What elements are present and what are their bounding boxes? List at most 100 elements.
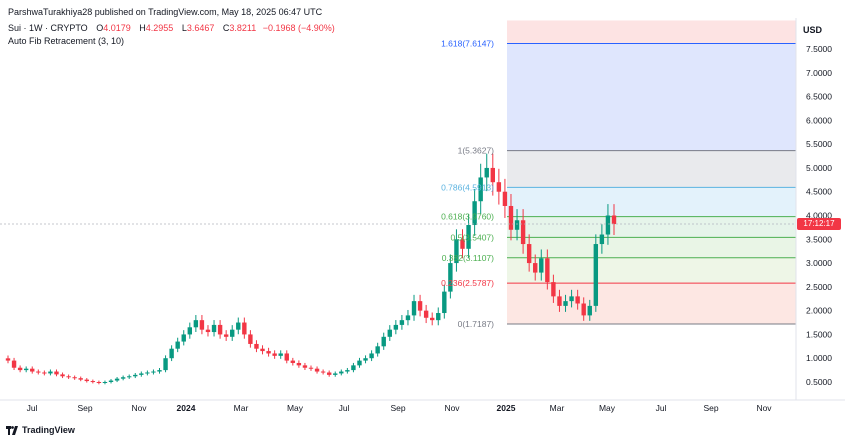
- candle-body: [36, 371, 41, 373]
- tradingview-logo-text: TradingView: [22, 425, 75, 435]
- candle-body: [442, 291, 447, 314]
- candle-body: [314, 368, 320, 372]
- time-tick-label: Mar: [234, 403, 249, 413]
- symbol-title: Sui · 1W · CRYPTO: [8, 23, 88, 33]
- fib-zones: [507, 20, 796, 325]
- candle-body: [254, 343, 259, 349]
- candle-body: [96, 382, 102, 383]
- candle-body: [48, 371, 53, 374]
- fib-level-label: 0(1.7187): [458, 319, 495, 329]
- candle-body: [393, 324, 399, 330]
- fib-zone: [507, 150, 796, 188]
- high-value: 4.2955: [145, 23, 174, 33]
- candle-body: [211, 324, 217, 333]
- candle-body: [387, 329, 392, 337]
- candle-body: [296, 362, 302, 366]
- low-label: L: [181, 23, 187, 33]
- candle-body: [417, 301, 423, 311]
- candle-body: [157, 370, 162, 372]
- candle-body: [611, 215, 617, 225]
- candle-body: [127, 376, 132, 378]
- candle-body: [599, 234, 605, 245]
- candle-body: [290, 360, 296, 363]
- candle-body: [575, 296, 580, 304]
- candle-body: [102, 382, 108, 383]
- candle-body: [345, 370, 350, 372]
- candle-body: [11, 360, 17, 368]
- time-tick-label: Nov: [131, 403, 147, 413]
- candle-body: [120, 377, 126, 379]
- candle-body: [84, 379, 89, 382]
- close-label: C: [222, 23, 230, 33]
- time-tick-label: Sep: [703, 403, 718, 413]
- price-tick-label: 2.0000: [806, 306, 832, 316]
- time-tick-label: Nov: [756, 403, 772, 413]
- time-tick-label: Jul: [656, 403, 667, 413]
- candle-body: [551, 282, 556, 297]
- time-tick-label: May: [287, 403, 304, 413]
- candle-body: [217, 324, 223, 335]
- candle-body: [175, 341, 180, 349]
- price-axis: 7.5000 7.0000 6.5000 6.0000 5.5000 5.0000 4.50…: [806, 44, 832, 387]
- candle-body: [545, 258, 550, 283]
- fib-zone: [507, 257, 796, 284]
- time-tick-label: Sep: [77, 403, 92, 413]
- candle-body: [436, 313, 441, 321]
- candle-body: [187, 327, 192, 335]
- time-axis: Jul Sep Nov 2024 Mar May Jul Sep Nov 2025 Mar May Ju…: [27, 403, 773, 413]
- price-tick-label: 6.0000: [806, 115, 832, 125]
- currency-label[interactable]: USD: [803, 25, 823, 35]
- price-tick-label: 3.0000: [806, 258, 832, 268]
- fib-zone: [507, 283, 796, 325]
- candle-body: [108, 380, 114, 382]
- candle-body: [242, 322, 247, 335]
- candle-body: [375, 346, 380, 354]
- candle-body: [151, 371, 156, 373]
- fib-level-label: 0.236(2.5787): [441, 278, 494, 288]
- candle-body: [569, 296, 574, 302]
- time-tick-label: 2025: [497, 403, 516, 413]
- fib-level-label: 0.618(3.9760): [441, 212, 494, 222]
- tradingview-logo[interactable]: TradingView: [6, 425, 75, 435]
- candle-body: [17, 367, 23, 371]
- candle-body: [248, 334, 253, 344]
- candle-body: [472, 201, 477, 226]
- fib-level-label: 0.786(4.5913): [441, 182, 494, 192]
- candle-body: [60, 374, 65, 377]
- candle-body: [339, 371, 344, 374]
- candle-body: [563, 301, 568, 306]
- price-tick-label: 1.5000: [806, 329, 832, 339]
- open-value: 4.0179: [103, 23, 131, 33]
- candle-body: [326, 372, 332, 375]
- candle-body: [460, 239, 465, 249]
- candle-body: [490, 167, 495, 183]
- low-value: 3.6467: [186, 23, 215, 33]
- candle-body: [199, 320, 205, 330]
- price-tick-label: 7.0000: [806, 68, 832, 78]
- time-tick-label: May: [599, 403, 616, 413]
- price-tick-label: 2.5000: [806, 282, 832, 292]
- indicator-label[interactable]: Auto Fib Retracement (3, 10): [8, 36, 125, 46]
- time-tick-label: Sep: [390, 403, 405, 413]
- candle-body: [272, 353, 277, 356]
- candle-body: [605, 215, 611, 235]
- candle-body: [114, 378, 120, 381]
- candle-body: [514, 220, 520, 230]
- candle-body: [278, 353, 283, 356]
- fib-zone: [507, 237, 796, 258]
- tradingview-logo-icon: [6, 425, 18, 435]
- candle-body: [381, 336, 386, 347]
- candle-body: [163, 358, 168, 371]
- candle-body: [466, 225, 471, 249]
- candle-body: [205, 329, 211, 333]
- candle-body: [133, 374, 138, 377]
- candle-body: [411, 301, 417, 316]
- publish-line: ParshwaTurakhiya28 published on TradingV…: [8, 7, 323, 17]
- high-label: H: [139, 23, 146, 33]
- candle-body: [399, 320, 405, 325]
- candle-body: [308, 367, 314, 369]
- candle-body: [357, 360, 362, 366]
- change-value: −0.1968 (−4.90%): [262, 23, 335, 33]
- price-tick-label: 5.0000: [806, 163, 832, 173]
